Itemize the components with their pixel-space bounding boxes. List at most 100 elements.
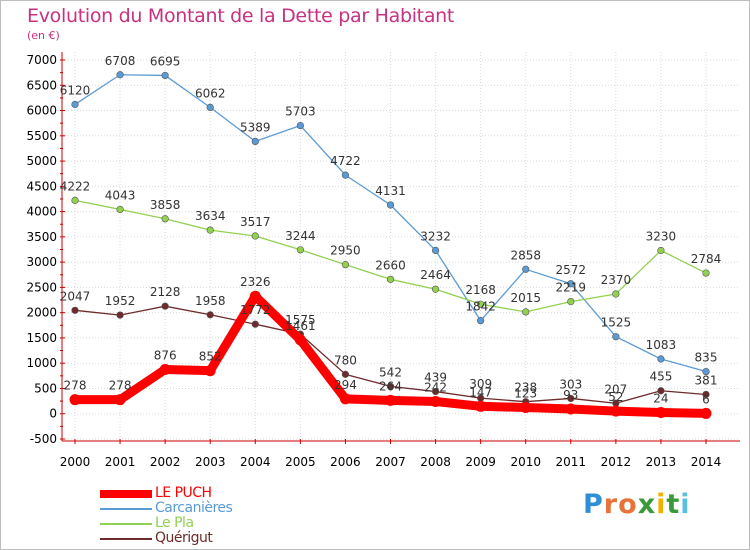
data-label: 780 — [334, 353, 357, 367]
data-label: 5389 — [240, 120, 271, 134]
data-point — [161, 215, 169, 223]
data-point — [386, 201, 395, 209]
x-tick-label: 2003 — [195, 455, 226, 469]
data-point — [612, 333, 620, 341]
data-label: 24 — [653, 392, 668, 406]
data-label: 1842 — [465, 300, 496, 314]
legend: LE PUCH Carcanières Le Pla Quérigut — [100, 486, 233, 546]
legend-swatch — [100, 522, 152, 525]
data-point — [116, 311, 124, 319]
data-label: 6120 — [60, 83, 91, 97]
data-label: 876 — [154, 348, 177, 362]
y-tick-label: -500 — [30, 432, 57, 446]
data-label: 439 — [424, 371, 447, 385]
axes: -500 0 500 1000 1500 2000 2500 3000 3500 4000 4500… — [26, 52, 740, 469]
data-label: 1525 — [601, 316, 632, 330]
data-point — [206, 311, 214, 319]
data-label: 123 — [514, 387, 537, 401]
x-tick-label: 2005 — [285, 455, 316, 469]
data-point — [657, 355, 665, 363]
legend-swatch — [100, 489, 152, 498]
y-tick-label: 2000 — [26, 306, 57, 320]
data-label: 1083 — [646, 338, 677, 352]
data-point — [341, 171, 350, 179]
data-point — [702, 390, 710, 399]
x-tick-label: 2009 — [465, 455, 496, 469]
legend-item: Quérigut — [100, 531, 232, 546]
data-label: 1958 — [195, 294, 226, 308]
data-point — [567, 297, 575, 306]
logo-letter: x — [637, 489, 657, 520]
data-label: 2168 — [465, 283, 496, 297]
logo-letter: t — [666, 489, 681, 520]
data-label: 207 — [604, 382, 627, 396]
y-tick-label: 4500 — [26, 179, 57, 193]
data-point — [520, 402, 532, 414]
x-tick-label: 2012 — [601, 455, 632, 469]
x-tick-label: 2010 — [510, 455, 541, 469]
legend-label: Le Pla — [155, 515, 194, 531]
series-lines — [69, 71, 712, 419]
data-label: 2572 — [556, 263, 587, 277]
data-label: 52 — [608, 390, 623, 404]
data-label: 3634 — [195, 209, 226, 223]
data-point — [251, 232, 259, 240]
data-label: 3232 — [420, 229, 451, 243]
data-point — [249, 290, 261, 302]
data-label: 2047 — [60, 289, 91, 303]
data-label: 4043 — [105, 188, 136, 202]
data-label: 1461 — [285, 319, 316, 333]
data-label: 309 — [469, 377, 492, 391]
data-label: 6708 — [105, 54, 136, 68]
data-label: 278 — [64, 379, 87, 393]
y-tick-label: 5500 — [26, 129, 57, 143]
data-label: 2950 — [330, 244, 361, 258]
data-label: 278 — [109, 379, 132, 393]
data-point — [475, 400, 487, 412]
x-tick-label: 2006 — [330, 455, 361, 469]
x-tick-label: 2000 — [60, 455, 91, 469]
data-point — [71, 196, 79, 204]
x-tick-label: 2013 — [646, 455, 677, 469]
data-point — [385, 394, 396, 406]
data-point — [702, 269, 710, 277]
data-label: 852 — [199, 350, 222, 364]
data-label: 6062 — [195, 86, 226, 100]
data-point — [565, 403, 577, 415]
data-label: 3517 — [240, 215, 271, 229]
data-label: 455 — [649, 370, 672, 384]
data-label: 2015 — [510, 291, 541, 305]
data-point — [522, 265, 530, 273]
data-point — [251, 137, 259, 146]
x-tick-label: 2001 — [105, 455, 136, 469]
chart-title: Evolution du Montant de la Dette par Hab… — [27, 5, 455, 27]
data-label: 264 — [379, 379, 402, 393]
data-label: 3244 — [285, 229, 316, 243]
y-tick-label: 1500 — [26, 331, 57, 345]
data-label: 93 — [563, 388, 578, 402]
logo-letter: i — [680, 489, 691, 520]
y-tick-label: 2500 — [26, 280, 57, 294]
data-label: 2660 — [375, 258, 406, 272]
data-point — [294, 334, 306, 346]
data-point — [567, 394, 575, 403]
data-point — [657, 246, 665, 255]
data-label: 303 — [559, 377, 582, 391]
data-label: 3230 — [646, 230, 677, 244]
data-label: 5703 — [285, 105, 316, 119]
data-point — [71, 100, 79, 109]
y-tick-label: 6500 — [26, 78, 57, 92]
proxiti-logo: Proxiti — [583, 489, 691, 520]
data-point — [431, 246, 440, 255]
data-label: 6 — [702, 392, 710, 406]
logo-letter: o — [618, 489, 638, 520]
data-point — [204, 365, 216, 377]
legend-swatch — [100, 507, 152, 510]
data-point — [522, 308, 530, 316]
data-label: 1952 — [105, 294, 136, 308]
data-point — [116, 205, 124, 214]
data-point — [386, 382, 395, 390]
data-point — [69, 394, 81, 406]
data-point — [386, 275, 395, 283]
